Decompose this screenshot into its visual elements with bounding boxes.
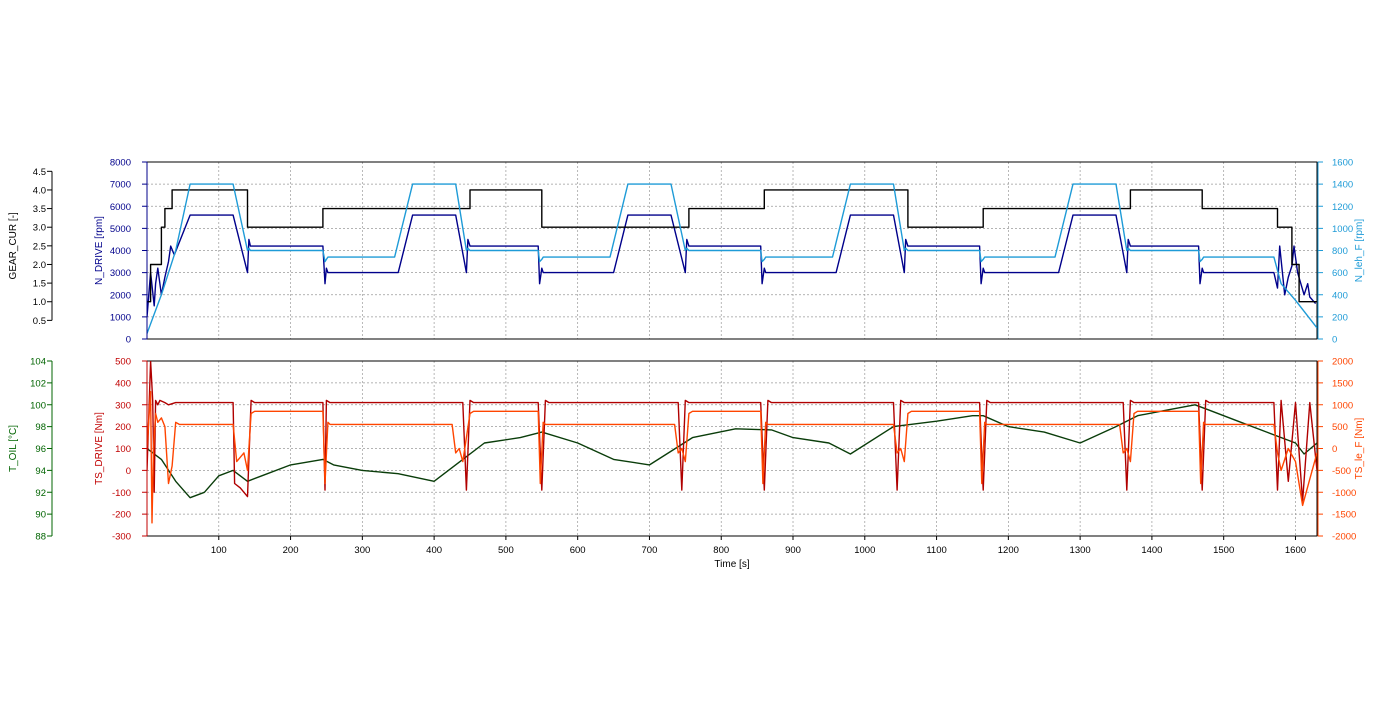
- ts_drive-tick-label: -300: [112, 532, 131, 543]
- n_leh-tick-label: 200: [1332, 312, 1348, 323]
- ts_leh-tick-label: 0: [1332, 444, 1337, 455]
- series-line-gear-cur: [147, 189, 1317, 303]
- x-tick-label: 600: [570, 545, 586, 556]
- n_leh-axis-label: N_leh_F [rpm]: [1354, 219, 1365, 283]
- ts_drive-tick-label: -200: [112, 510, 131, 521]
- ts_leh-tick-label: -500: [1332, 466, 1351, 477]
- top-axes: 010002000300040005000600070008000N_DRIVE…: [8, 158, 1365, 346]
- x-tick-label: 1500: [1213, 545, 1234, 556]
- ts_leh-tick-label: -2000: [1332, 532, 1356, 543]
- ts_drive-tick-label: 500: [115, 357, 131, 368]
- gear-tick-label: 3.5: [33, 204, 46, 215]
- x-tick-label: 700: [642, 545, 658, 556]
- t_oil-tick-label: 90: [35, 510, 46, 521]
- t_oil-tick-label: 100: [30, 400, 46, 411]
- top-series-group: [147, 183, 1317, 334]
- ts_drive-tick-label: -100: [112, 488, 131, 499]
- n_leh-tick-label: 400: [1332, 290, 1348, 301]
- n_leh-tick-label: 800: [1332, 246, 1348, 257]
- x-tick-label: 800: [713, 545, 729, 556]
- n_drive-tick-label: 1000: [110, 312, 131, 323]
- n_leh-tick-label: 1600: [1332, 158, 1353, 169]
- n_leh-tick-label: 1200: [1332, 202, 1353, 213]
- ts_drive-tick-label: 300: [115, 400, 131, 411]
- gear-axis-label: GEAR_CUR [-]: [8, 212, 19, 279]
- t_oil-axis-label: T_OIL [°C]: [8, 425, 19, 472]
- n_drive-tick-label: 8000: [110, 158, 131, 169]
- ts_leh-tick-label: 2000: [1332, 357, 1353, 368]
- gear-tick-label: 0.5: [33, 316, 46, 327]
- n_drive-tick-label: 2000: [110, 290, 131, 301]
- t_oil-tick-label: 102: [30, 378, 46, 389]
- n_leh-tick-label: 600: [1332, 268, 1348, 279]
- series-line-t-oil-c: [147, 404, 1317, 499]
- n_drive-tick-label: 0: [126, 335, 131, 346]
- n_drive-tick-label: 6000: [110, 202, 131, 213]
- series-line-ts-drive-nm: [147, 361, 1317, 502]
- bottom-grid: [147, 360, 1317, 537]
- x-tick-label: 1600: [1285, 545, 1306, 556]
- x-tick-label: 1300: [1070, 545, 1091, 556]
- gear-tick-label: 1.0: [33, 297, 46, 308]
- x-tick-label: 1100: [926, 545, 946, 556]
- x-axis-label: Time [s]: [714, 559, 749, 570]
- ts_leh-tick-label: -1000: [1332, 488, 1356, 499]
- ts_drive-tick-label: 200: [115, 422, 131, 433]
- ts_drive-tick-label: 0: [126, 466, 131, 477]
- ts_drive-axis-label: TS_DRIVE [Nm]: [94, 412, 105, 485]
- t_oil-tick-label: 88: [35, 532, 46, 543]
- t_oil-tick-label: 94: [35, 466, 46, 477]
- gear-tick-label: 2.5: [33, 241, 46, 252]
- n_drive-tick-label: 5000: [110, 224, 131, 235]
- x-tick-label: 1400: [1141, 545, 1162, 556]
- series-line-n-drive-rpm: [147, 214, 1317, 317]
- x-tick-label: 1000: [854, 545, 875, 556]
- t_oil-tick-label: 98: [35, 422, 46, 433]
- gear-tick-label: 2.0: [33, 260, 46, 271]
- ts_drive-tick-label: 400: [115, 378, 131, 389]
- n_leh-tick-label: 0: [1332, 335, 1337, 346]
- gear-tick-label: 4.5: [33, 167, 46, 178]
- t_oil-tick-label: 92: [35, 488, 46, 499]
- n_drive-axis-label: N_DRIVE [rpm]: [94, 216, 105, 285]
- ts_leh-tick-label: 1500: [1332, 378, 1353, 389]
- bottom-series-group: [147, 361, 1317, 524]
- x-tick-label: 200: [283, 545, 299, 556]
- x-tick-label: 1200: [998, 545, 1019, 556]
- x-axis: 100 200 300 400 500 600 700 800 900 1000 1100 1200 1…: [211, 536, 1306, 556]
- n_leh-tick-label: 1000: [1332, 224, 1353, 235]
- n_leh-tick-label: 1400: [1332, 180, 1353, 191]
- x-tick-label: 900: [785, 545, 801, 556]
- ts_leh-tick-label: 1000: [1332, 400, 1353, 411]
- ts_leh-tick-label: 500: [1332, 422, 1348, 433]
- n_drive-tick-label: 3000: [110, 268, 131, 279]
- t_oil-tick-label: 96: [35, 444, 46, 455]
- ts_leh-axis-label: TS_le_F [Nm]: [1354, 417, 1365, 479]
- gear-tick-label: 4.0: [33, 185, 46, 196]
- ts_drive-tick-label: 100: [115, 444, 131, 455]
- ts_leh-tick-label: -1500: [1332, 510, 1356, 521]
- series-line-n-leh-f-rpm: [147, 183, 1317, 334]
- t_oil-tick-label: 104: [30, 357, 46, 368]
- n_drive-tick-label: 7000: [110, 180, 131, 191]
- top-panel: 010002000300040005000600070008000N_DRIVE…: [8, 158, 1365, 346]
- x-tick-label: 100: [211, 545, 227, 556]
- gear-tick-label: 1.5: [33, 279, 46, 290]
- n_drive-tick-label: 4000: [110, 246, 131, 257]
- series-line-ts-le-f-nm: [147, 390, 1317, 524]
- gear-tick-label: 3.0: [33, 223, 46, 234]
- x-tick-label: 300: [354, 545, 370, 556]
- x-tick-label: 500: [498, 545, 514, 556]
- x-tick-label: 400: [426, 545, 442, 556]
